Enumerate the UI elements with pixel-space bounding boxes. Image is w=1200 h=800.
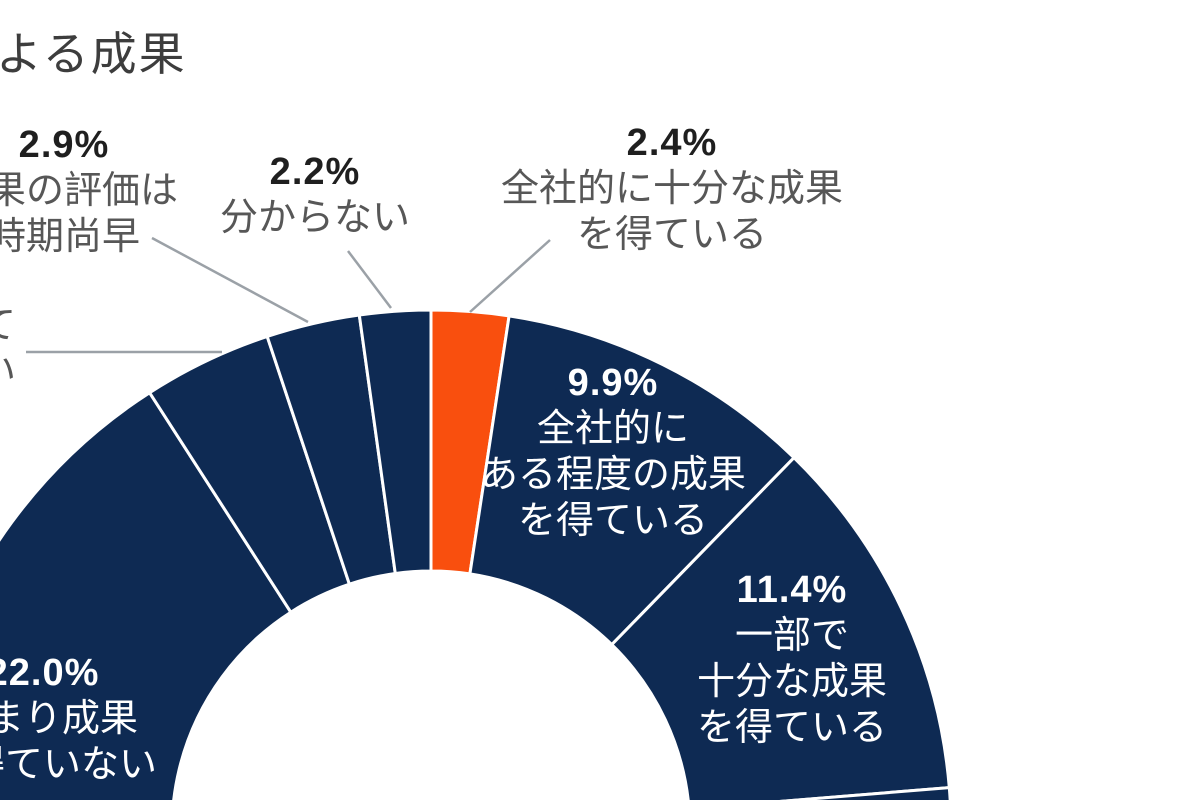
callout-text-line: 全社的に十分な成果: [500, 168, 844, 210]
leader-line-3: [347, 250, 392, 309]
callout-jikishoso: 2.9%成果の評価は時期尚早: [0, 122, 178, 260]
callout-text-line: 時期尚早: [0, 216, 141, 258]
callout-text-line: ある程度の成果: [479, 454, 747, 496]
callout-text-line: 成果を得られて: [0, 303, 16, 349]
callout-amari-seika-nashi: 22.0%あまり成果を得ていない: [0, 650, 157, 788]
pie-slice-5: [0, 390, 293, 800]
callout-percent: 2.4%: [626, 122, 718, 164]
callout-text-line: を得ていない: [0, 744, 158, 786]
callout-zenshateki-aruteido: 9.9% 全社的に ある程度の成果 を得ている: [480, 360, 746, 544]
chart-title: よる成果: [0, 28, 187, 80]
callout-percent: 2.9%: [18, 124, 110, 166]
callout-ichibu-jubun: 11.4% 一部で 十分な成果 を得ている: [697, 567, 887, 751]
callout-text-line: 全社的に: [536, 408, 690, 450]
callout-percent: 11.4%: [736, 569, 848, 611]
pie-slice-2: [468, 314, 797, 647]
callout-text-line: を得ている: [696, 707, 888, 749]
leader-line-1: [151, 236, 309, 324]
callout-percent: 2.2%: [269, 151, 361, 193]
callout-text-line: 分からない: [219, 197, 411, 239]
callout-text-line: あまり成果: [0, 698, 139, 740]
callout-percent: 22.0%: [0, 652, 100, 694]
callout-text-line: 十分な成果: [696, 661, 888, 703]
callout-text-line: 成果の評価は: [0, 170, 179, 212]
callout-text-line: 一部で: [734, 615, 850, 657]
callout-zenshateki-jubun: 2.4% 全社的に十分な成果 を得ている: [501, 120, 843, 258]
callout-percent: 9.9%: [567, 362, 659, 404]
callout-erarete-inai: 成果を得られていない: [0, 303, 16, 395]
callout-text-line: いない: [0, 349, 16, 395]
leader-line-4: [469, 239, 551, 313]
callout-text-line: を得ている: [517, 500, 709, 542]
pie-slice-3: [609, 455, 951, 800]
pie-slice-8: [357, 308, 433, 576]
callout-text-line: を得ている: [576, 214, 768, 256]
callout-wakaranai: 2.2% 分からない: [220, 149, 410, 241]
pie-slice-4: [779, 785, 952, 800]
